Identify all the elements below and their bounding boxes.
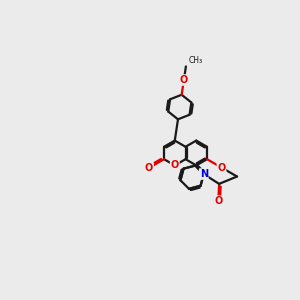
Text: CH₃: CH₃ bbox=[188, 56, 203, 65]
Text: O: O bbox=[218, 163, 226, 172]
Text: O: O bbox=[214, 196, 222, 206]
Text: N: N bbox=[200, 169, 208, 179]
Text: O: O bbox=[180, 75, 188, 85]
Text: O: O bbox=[145, 163, 153, 173]
Text: O: O bbox=[171, 160, 179, 170]
